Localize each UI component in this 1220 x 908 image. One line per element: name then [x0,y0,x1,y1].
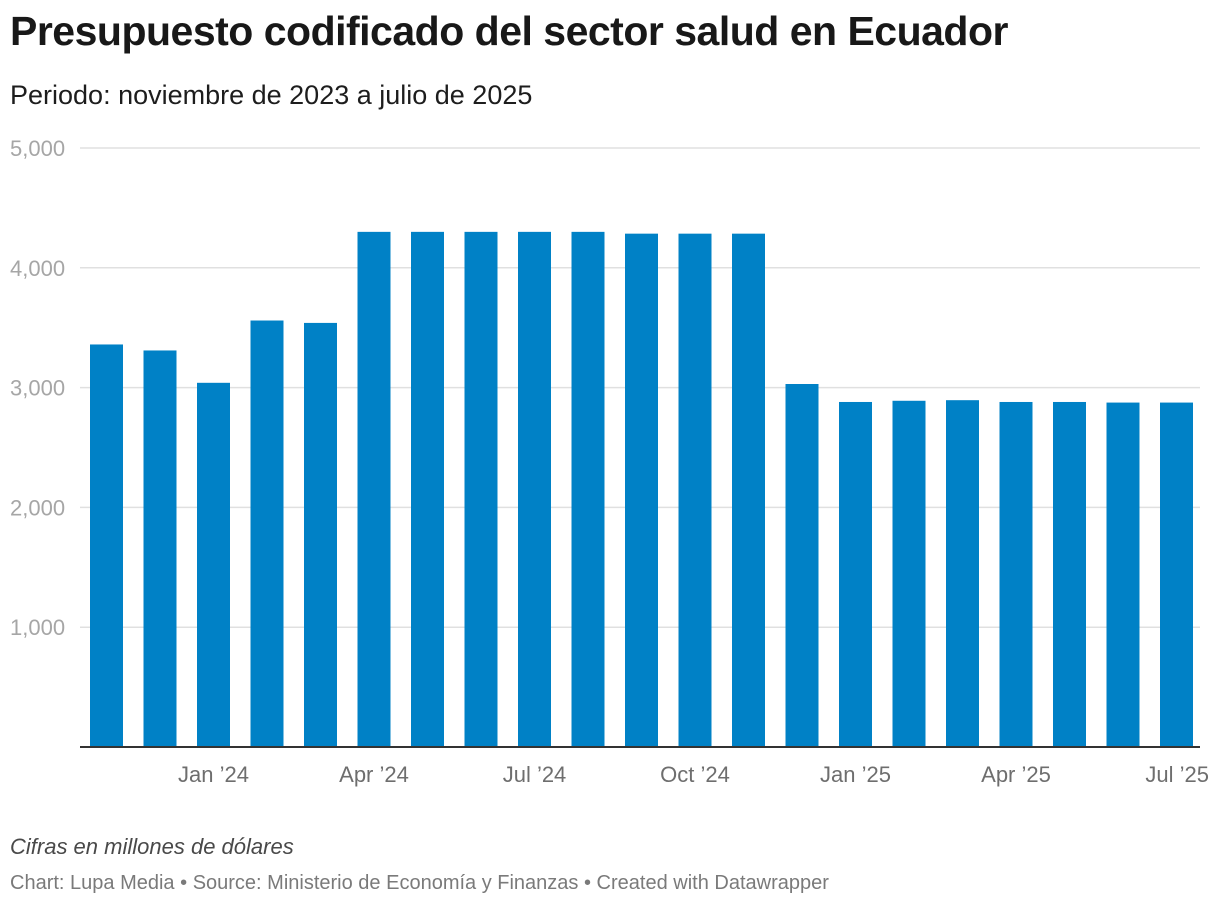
bar[interactable] [90,344,123,747]
bar[interactable] [197,382,230,747]
bar[interactable] [357,231,391,748]
x-tick-label: Oct ’24 [660,762,730,787]
chart-subtitle: Periodo: noviembre de 2023 a julio de 20… [10,80,533,110]
tick-labels: 1,000 2,000 3,000 4,000 5,000 Jan ’24 Apr ’24 J… [10,136,1209,787]
chart-title: Presupuesto codificado del sector salud … [10,8,1008,54]
footer-credits: Chart: Lupa Media • Source: Ministerio d… [10,872,829,895]
footer-chart-label: Chart: [10,872,71,894]
bar[interactable] [732,233,765,748]
bar[interactable] [892,400,926,747]
bar[interactable] [1053,401,1086,747]
bar[interactable] [143,350,177,747]
y-tick-label: 5,000 [10,136,65,161]
x-tick-label: Jan ’24 [178,762,249,787]
bar[interactable] [625,233,658,748]
footer-source-label: Source: [192,872,268,894]
y-tick-label: 1,000 [10,615,65,640]
bar[interactable] [571,231,605,748]
bar[interactable] [678,233,712,748]
bar[interactable] [1160,402,1193,747]
bar[interactable] [304,322,337,747]
bar[interactable] [839,401,872,747]
units-note: Cifras en millones de dólares [10,834,294,859]
bar[interactable] [411,231,444,748]
bar[interactable] [250,320,284,747]
footer-separator: • [174,872,193,894]
x-tick-label: Jul ’25 [1145,762,1209,787]
bar[interactable] [946,400,979,747]
footer-source-name[interactable]: Ministerio de Economía y Finanzas [267,872,579,894]
y-tick-label: 2,000 [10,495,65,520]
x-tick-label: Apr ’24 [339,762,409,787]
footer-credit-link[interactable]: Created with Datawrapper [596,872,829,894]
bar[interactable] [785,384,819,747]
y-tick-label: 4,000 [10,256,65,281]
y-tick-label: 3,000 [10,376,65,401]
x-tick-label: Apr ’25 [981,762,1051,787]
bar[interactable] [518,231,551,748]
bar[interactable] [1106,402,1140,747]
footer-chart-author[interactable]: Lupa Media [70,872,175,894]
x-tick-label: Jan ’25 [820,762,891,787]
bars [90,231,1193,748]
footer-separator: • [578,872,597,894]
x-tick-label: Jul ’24 [503,762,567,787]
bar[interactable] [464,231,498,748]
bar[interactable] [999,401,1033,747]
